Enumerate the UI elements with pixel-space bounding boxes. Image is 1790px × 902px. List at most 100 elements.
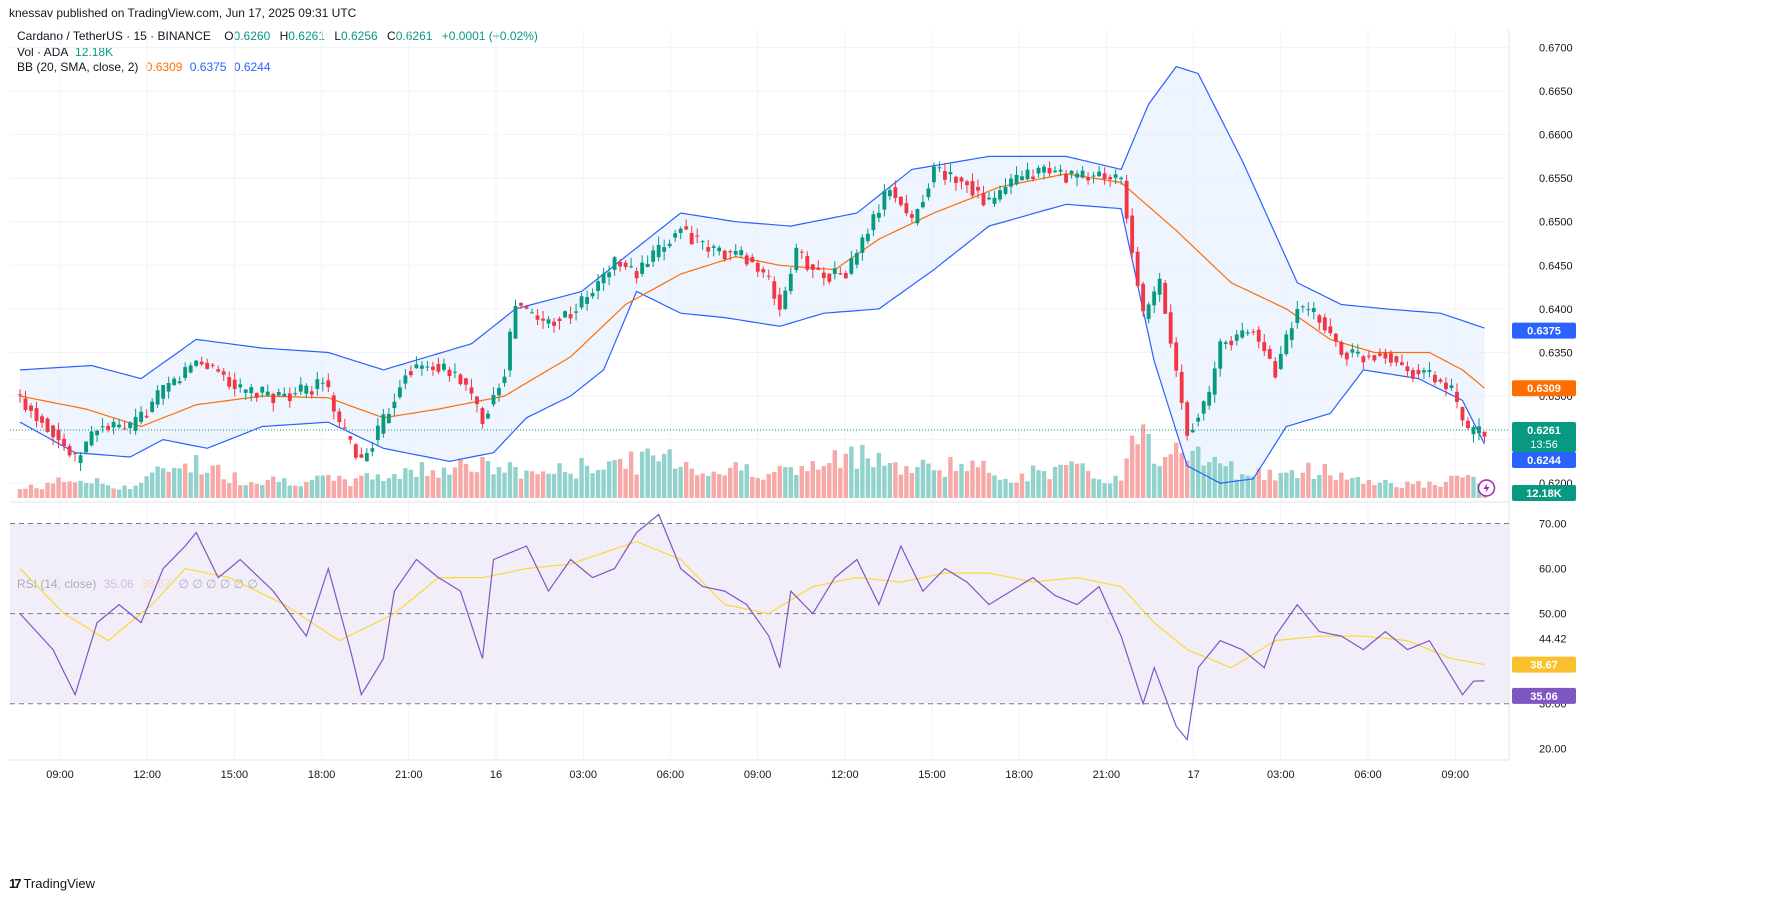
volume-bar (606, 461, 612, 498)
volume-bar (535, 474, 540, 498)
volume-bar (832, 450, 838, 498)
candle-body (1388, 353, 1393, 363)
candle-body (1466, 420, 1470, 429)
candle-body (337, 411, 342, 423)
volume-bar (964, 471, 970, 498)
candle-body (684, 226, 689, 230)
price-badges: 0.6375 0.6309 0.6261 13:56 0.6244 12.18K 38.67… (1477, 322, 1576, 704)
candle-body (144, 415, 149, 418)
tradingview-logo[interactable]: 17 TradingView (9, 876, 95, 891)
candle-body (453, 371, 457, 373)
price-legend: Cardano / TetherUS · 15 · BINANCE O0.626… (17, 29, 538, 43)
bb-upper-badge: 0.6375 (1527, 326, 1561, 338)
price-tick-label: 0.6300 (1539, 391, 1573, 403)
volume-bar (524, 470, 529, 498)
symbol-label[interactable]: Cardano / TetherUS · 15 · BINANCE (17, 29, 211, 43)
candle-body (1053, 170, 1057, 173)
published-line: knessav published on TradingView.com, Ju… (9, 6, 357, 20)
volume-bar (276, 481, 281, 498)
candle-body (519, 303, 523, 306)
candle-body (430, 366, 435, 370)
candle-body (370, 448, 375, 452)
volume-bar (513, 467, 518, 498)
volume-bar (144, 476, 149, 498)
candle-body (199, 361, 204, 365)
candle-body (359, 454, 364, 458)
volume-bar (805, 471, 810, 498)
volume-bar (992, 475, 997, 498)
candle-body (1482, 431, 1487, 437)
candle-body (673, 233, 678, 238)
volume-bar (199, 474, 204, 498)
candle-body (78, 455, 83, 463)
candle-body (987, 197, 991, 200)
volume-bar (904, 466, 909, 498)
volume-bar (182, 463, 188, 498)
candle-body (634, 271, 639, 279)
volume-bar (997, 479, 1003, 498)
candle-body (1377, 353, 1382, 356)
volume-bar (915, 467, 920, 498)
volume-bar (1212, 456, 1217, 498)
volume-bar (579, 457, 584, 498)
bollinger-band-fill (20, 66, 1485, 484)
volume-bar (1361, 484, 1366, 498)
candle-body (1014, 174, 1019, 185)
volume-legend[interactable]: Vol · ADA 12.18K (17, 45, 113, 59)
candle-body (205, 362, 210, 369)
candle-body (546, 319, 551, 324)
volume-bar (772, 471, 777, 498)
volume-bar (595, 470, 601, 498)
volume-bar (221, 479, 226, 498)
volume-bar (1003, 479, 1008, 498)
volume-bar (700, 473, 705, 498)
candle-body (1207, 392, 1212, 406)
rsi-ma-badge-bg (1512, 656, 1576, 673)
volume-bar (744, 464, 749, 498)
volume-bar (177, 468, 182, 498)
candle-body (1410, 370, 1415, 379)
volume-bar (1146, 434, 1151, 498)
candle-body (1097, 171, 1102, 177)
volume-bar (1019, 473, 1025, 498)
volume-bar (441, 467, 447, 498)
candle-body (40, 416, 44, 423)
volume-bar (1432, 484, 1438, 498)
candle-body (640, 262, 645, 274)
volume-bar (485, 461, 491, 498)
volume-bar (1416, 480, 1421, 498)
candle-body (1262, 342, 1267, 352)
volume-bar (755, 478, 760, 498)
volume-bar (623, 468, 628, 498)
candle-body (976, 186, 980, 191)
candle-body (750, 256, 755, 263)
candle-body (854, 252, 859, 265)
candle-body (871, 214, 876, 231)
volume-bar (1240, 474, 1245, 498)
candle-body (607, 272, 612, 278)
candle-body (364, 453, 369, 462)
volume-bar (1063, 464, 1069, 498)
volume-bar (1333, 480, 1339, 498)
volume-bar (1410, 483, 1416, 498)
candle-body (117, 424, 122, 428)
low-value: 0.6256 (341, 29, 378, 43)
candle-body (106, 425, 111, 430)
volume-bar (238, 485, 243, 498)
candle-body (1152, 291, 1157, 306)
rsi-legend[interactable]: RSI (14, close) 35.06 38.67 ∅ ∅ ∅ ∅ ∅ ∅ (17, 577, 258, 591)
candle-body (282, 393, 287, 397)
volume-bar (452, 467, 458, 498)
candle-body (585, 297, 590, 304)
candle-body (122, 428, 127, 430)
candle-body (1267, 349, 1272, 359)
volume-bar (50, 483, 56, 498)
volume-bar (1058, 464, 1063, 498)
candle-body (1455, 391, 1459, 403)
volume-bar (1427, 481, 1432, 498)
bb-legend[interactable]: BB (20, SMA, close, 2) 0.6309 0.6375 0.6… (17, 60, 271, 74)
candle-body (728, 251, 733, 253)
volume-bar (777, 466, 782, 498)
volume-bar (1278, 472, 1283, 498)
